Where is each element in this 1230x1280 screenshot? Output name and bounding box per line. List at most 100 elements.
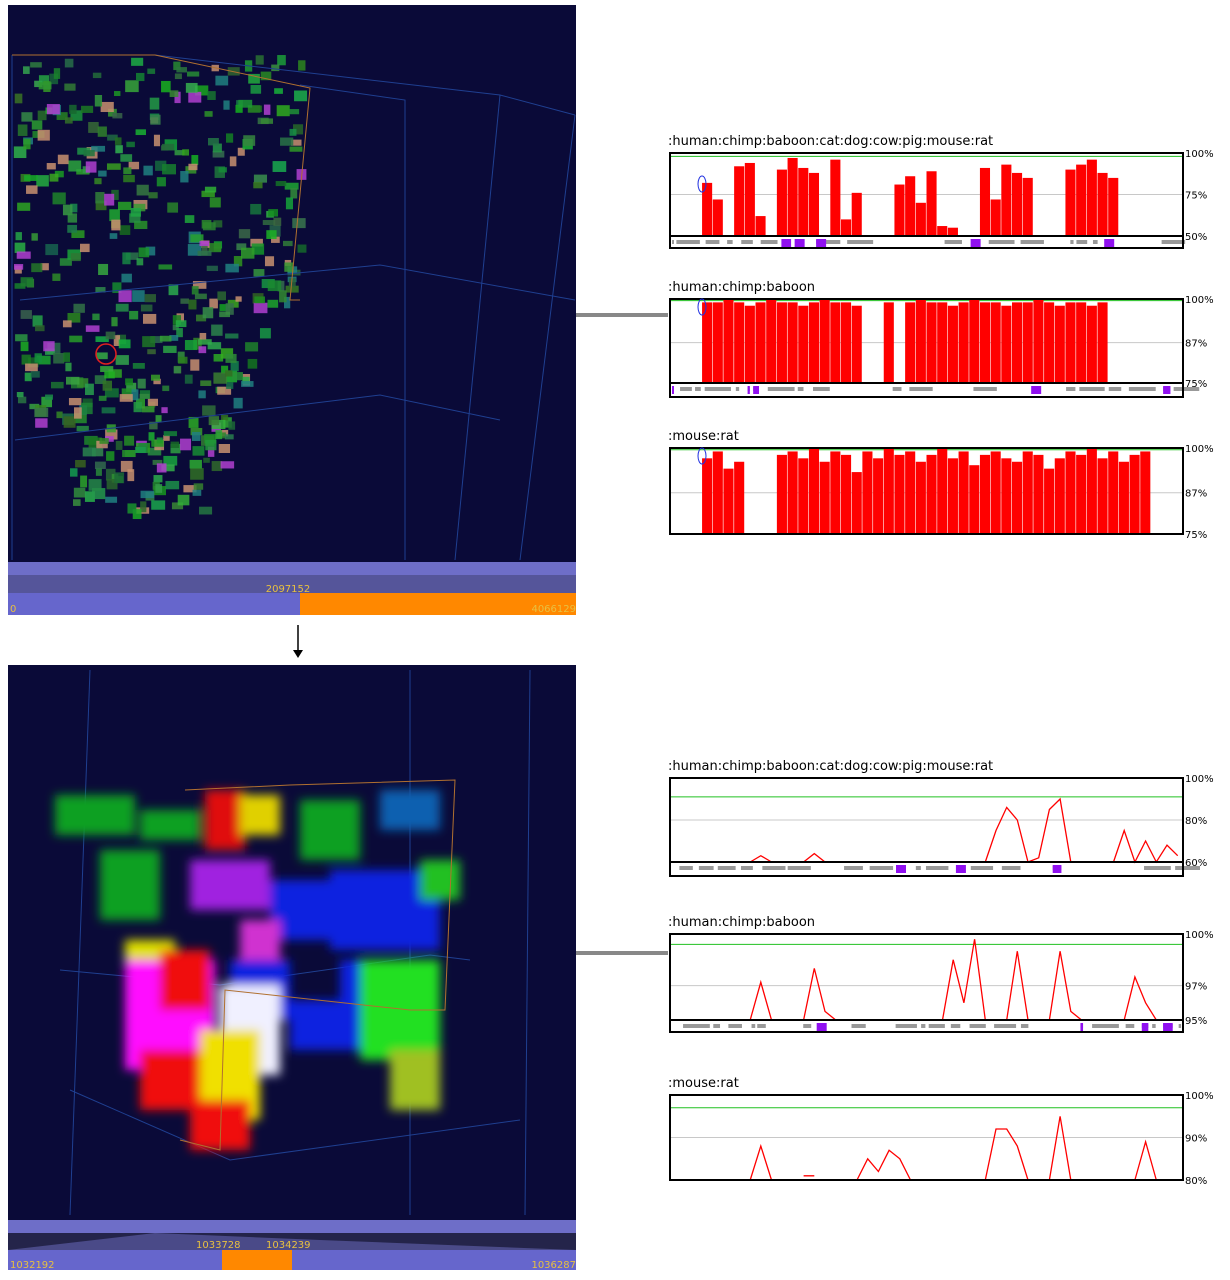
voxel bbox=[116, 304, 129, 312]
voxel bbox=[133, 363, 145, 369]
voxel bbox=[194, 483, 203, 489]
bar bbox=[991, 302, 1001, 383]
annotation bbox=[768, 387, 795, 391]
bar bbox=[798, 306, 808, 383]
voxel bbox=[139, 247, 150, 257]
voxel bbox=[54, 68, 60, 79]
voxel bbox=[96, 352, 107, 359]
voxel bbox=[267, 300, 278, 308]
voxel bbox=[180, 298, 189, 303]
voxel bbox=[245, 342, 258, 351]
bar bbox=[905, 176, 915, 236]
annotation bbox=[926, 866, 948, 870]
voxel bbox=[298, 60, 305, 70]
voxel bbox=[209, 416, 219, 425]
voxel bbox=[156, 415, 162, 422]
annotation bbox=[929, 1024, 945, 1028]
voxel bbox=[64, 84, 75, 91]
bar bbox=[894, 455, 904, 534]
voxel bbox=[118, 202, 131, 210]
annotation bbox=[945, 240, 962, 244]
bar bbox=[916, 299, 926, 383]
bar bbox=[927, 302, 937, 383]
voxel bbox=[185, 215, 195, 223]
voxel bbox=[140, 394, 150, 399]
voxel bbox=[207, 266, 218, 271]
voxel bbox=[69, 105, 76, 114]
y-tick-label: 87% bbox=[1185, 489, 1207, 500]
y-tick-label: 50% bbox=[1185, 232, 1207, 243]
voxel bbox=[157, 463, 167, 472]
bar bbox=[894, 185, 904, 236]
voxel bbox=[56, 412, 62, 419]
voxel bbox=[86, 161, 97, 172]
bar bbox=[991, 451, 1001, 534]
plot-title: :mouse:rat bbox=[668, 429, 739, 444]
voxel bbox=[205, 111, 213, 117]
annotation bbox=[803, 1024, 811, 1028]
bar bbox=[852, 472, 862, 534]
voxel bbox=[34, 408, 48, 417]
voxel bbox=[226, 382, 233, 389]
bar bbox=[1023, 451, 1033, 534]
voxel bbox=[148, 192, 157, 198]
voxel bbox=[15, 94, 23, 104]
slider-track bbox=[8, 1220, 576, 1233]
voxel bbox=[213, 372, 227, 383]
bar bbox=[809, 302, 819, 383]
voxel bbox=[100, 366, 113, 372]
annotation bbox=[781, 239, 791, 247]
bar bbox=[713, 451, 723, 534]
bar bbox=[723, 469, 733, 534]
annotation bbox=[971, 866, 993, 870]
annotation bbox=[1163, 1023, 1173, 1031]
voxel bbox=[95, 462, 106, 469]
slider-label: 1032192 bbox=[10, 1260, 55, 1271]
slider-range[interactable] bbox=[222, 1250, 292, 1270]
bar bbox=[798, 168, 808, 236]
plot-title: :human:chimp:baboon:cat:dog:cow:pig:mous… bbox=[668, 759, 993, 774]
figure: 2097152 0 4066129 1033728 1034239 103219… bbox=[0, 0, 1230, 1276]
voxel bbox=[190, 359, 199, 370]
plot-title: :mouse:rat bbox=[668, 1076, 739, 1091]
voxel bbox=[50, 174, 59, 182]
y-tick-label: 97% bbox=[1185, 982, 1207, 993]
voxel bbox=[251, 85, 262, 94]
bar bbox=[1119, 462, 1129, 534]
annotation bbox=[741, 866, 753, 870]
annotation bbox=[1021, 1024, 1028, 1028]
voxel bbox=[65, 59, 74, 68]
voxel bbox=[153, 475, 162, 482]
voxel bbox=[185, 375, 193, 384]
voxel bbox=[36, 175, 49, 186]
voxel bbox=[129, 311, 138, 319]
annotation bbox=[676, 240, 700, 244]
annotation bbox=[1179, 1024, 1181, 1028]
bar bbox=[969, 299, 979, 383]
bar bbox=[756, 302, 766, 383]
voxel bbox=[276, 181, 287, 186]
annotation bbox=[695, 387, 701, 391]
voxel bbox=[279, 290, 287, 302]
bar bbox=[1001, 458, 1011, 534]
bar bbox=[1001, 165, 1011, 236]
annotation bbox=[679, 866, 692, 870]
slider-label: 1034239 bbox=[266, 1240, 311, 1251]
voxel bbox=[107, 163, 121, 169]
bar bbox=[1023, 178, 1033, 236]
voxel bbox=[155, 484, 162, 493]
bar bbox=[841, 302, 851, 383]
voxel bbox=[17, 252, 31, 259]
voxel bbox=[126, 142, 135, 147]
voxel bbox=[21, 310, 32, 319]
bar bbox=[959, 451, 969, 534]
voxel bbox=[127, 503, 136, 513]
voxel bbox=[235, 296, 241, 301]
voxel bbox=[23, 66, 30, 74]
annotation bbox=[1070, 240, 1073, 244]
voxel bbox=[84, 150, 95, 156]
voxel bbox=[176, 67, 187, 72]
voxel bbox=[300, 800, 360, 860]
voxel bbox=[103, 381, 112, 391]
view-bottom[interactable] bbox=[8, 665, 576, 1220]
